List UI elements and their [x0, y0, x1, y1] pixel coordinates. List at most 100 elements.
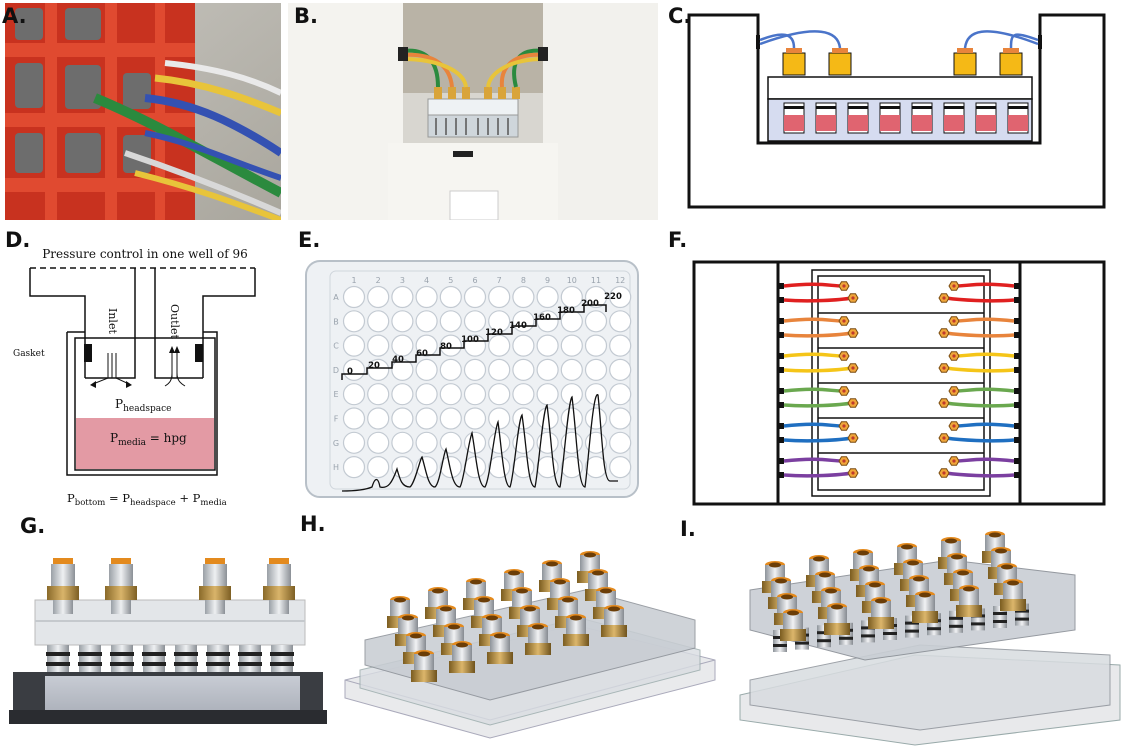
panel-d-bottom-p: P — [67, 491, 75, 505]
tube — [955, 317, 1015, 323]
tube — [945, 436, 1015, 443]
panel-d-schematic: Pressure control in one well of 96 Gaske… — [13, 247, 256, 508]
panel-d-bottom-sub: bottom — [75, 498, 106, 508]
plate-row-label: D — [333, 366, 339, 375]
push-fitting — [403, 632, 429, 664]
plate-well — [536, 285, 559, 309]
plate-row-label: E — [333, 390, 338, 399]
wall-connector — [778, 458, 784, 464]
plate-well — [391, 310, 414, 333]
tube — [945, 296, 1015, 303]
step-label: 80 — [440, 342, 452, 352]
plate-well — [536, 431, 559, 454]
panel-d-headspace-p: P — [115, 397, 123, 411]
wall-connector — [778, 353, 784, 359]
push-fitting — [411, 650, 437, 682]
step-label: 160 — [533, 313, 551, 323]
plate-well — [463, 358, 487, 382]
panel-d-media-p: P — [110, 431, 118, 445]
plate-row-label: F — [334, 415, 339, 424]
plate-well — [439, 383, 462, 406]
plate-well — [415, 383, 438, 406]
wall-connector — [778, 402, 784, 408]
plate-well — [367, 285, 390, 309]
panel-f-label: F. — [668, 228, 688, 252]
push-fitting — [824, 603, 850, 635]
plate-well — [415, 285, 438, 309]
plate-well — [342, 431, 366, 454]
wall-connector — [1014, 472, 1020, 478]
pin — [239, 645, 261, 673]
tube — [783, 422, 843, 428]
plate-well — [439, 456, 462, 479]
wall-connector — [778, 423, 784, 429]
plate-well — [439, 407, 462, 430]
plate-well — [584, 407, 608, 430]
plate-well — [512, 334, 535, 357]
plate-well — [439, 431, 462, 454]
panel-d-outlet: Outlet — [168, 304, 181, 340]
panel-a-photo — [5, 3, 281, 220]
plate-well — [560, 407, 583, 430]
panel-b-photo — [288, 3, 658, 220]
plate-well — [367, 310, 390, 333]
plate-well — [415, 431, 438, 454]
panel-i-label: I. — [680, 517, 696, 541]
plate-row-label: A — [333, 293, 339, 302]
plate-well — [463, 407, 487, 430]
panel-d-gasket: Gasket — [13, 349, 45, 359]
plate-well — [512, 358, 535, 382]
plate-well — [512, 383, 535, 406]
plate-well — [342, 407, 366, 430]
tube — [955, 352, 1015, 358]
panel-g — [5, 540, 335, 745]
plate-well — [584, 310, 608, 333]
panel-b-label: B. — [294, 4, 318, 28]
plate-col-label: 3 — [400, 276, 405, 285]
tube — [945, 366, 1015, 373]
tube — [783, 282, 843, 288]
plate-well — [415, 334, 438, 357]
plate-col-label: 6 — [472, 276, 477, 285]
plate-well — [488, 383, 511, 406]
svg-text:Pmedia = hpg: Pmedia = hpg — [110, 431, 187, 448]
wall-connector — [1014, 402, 1020, 408]
plate-well — [367, 407, 390, 430]
plate-well — [560, 383, 583, 406]
plate-row-label: H — [333, 463, 339, 472]
tube — [783, 317, 843, 323]
plate-well — [342, 456, 366, 479]
plate-well — [367, 383, 390, 406]
pin — [143, 645, 165, 673]
plate-well — [439, 334, 462, 357]
plate-col-label: 1 — [351, 276, 356, 285]
panel-d-headspace-sub: headspace — [123, 404, 171, 414]
plate-well — [584, 456, 608, 479]
plate-col-label: 11 — [591, 276, 601, 285]
wall-connector — [778, 367, 784, 373]
plate-well — [342, 310, 366, 333]
wall-connector — [1014, 297, 1020, 303]
tube — [955, 282, 1015, 288]
plate-well — [536, 334, 559, 357]
plate-well — [609, 431, 632, 454]
plate-well — [488, 456, 511, 479]
push-fitting — [601, 605, 627, 637]
plate-row-label: B — [333, 317, 339, 326]
step-label: 20 — [368, 361, 380, 371]
plate-well — [609, 456, 632, 479]
plate-well — [584, 383, 608, 406]
push-fitting — [395, 614, 421, 646]
plate-well — [488, 334, 511, 357]
wall-connector — [1014, 318, 1020, 324]
tube — [945, 471, 1015, 478]
wall-connector — [1014, 423, 1020, 429]
wall-connector — [1014, 367, 1020, 373]
push-fitting — [868, 597, 894, 629]
plate-well — [342, 383, 366, 406]
plate-well — [367, 456, 390, 479]
panel-e-label: E. — [298, 228, 321, 252]
plate-well — [560, 334, 583, 357]
panel-i-render — [739, 531, 1121, 746]
